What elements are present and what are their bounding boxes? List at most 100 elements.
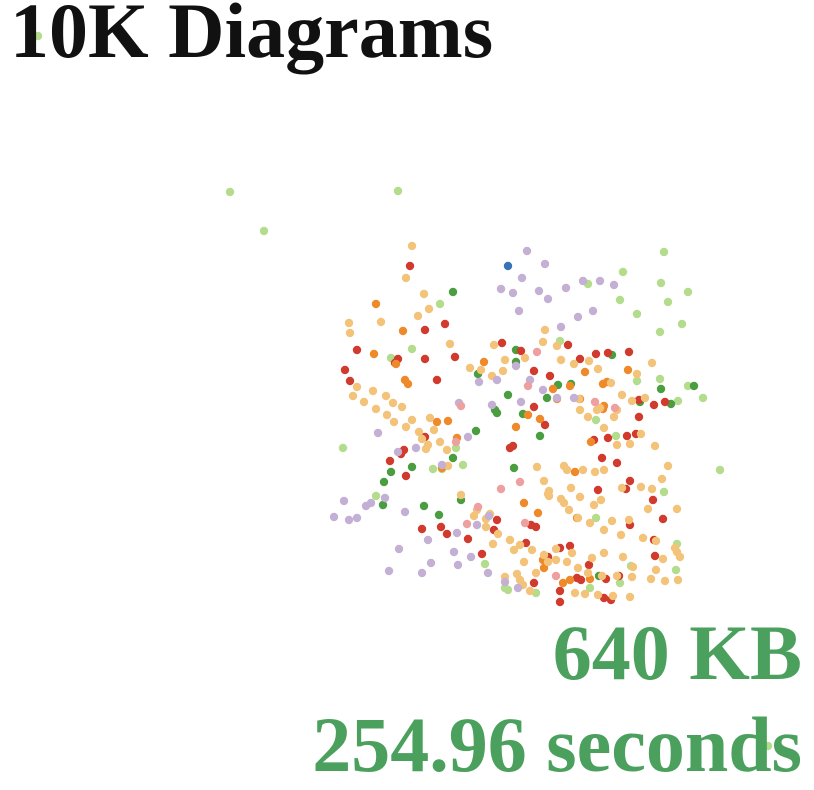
point-dark-green [656,384,666,394]
point-light-orange [607,516,617,526]
point-light-orange [512,569,522,579]
point-orange [570,467,580,477]
point-pink [462,519,472,529]
point-red [420,325,430,335]
point-red [576,575,586,585]
point-red [591,349,601,359]
point-light-orange [552,341,562,351]
point-red [624,347,634,357]
point-light-orange [580,589,590,599]
point-light-green [480,559,490,569]
point-light-green [259,226,269,236]
point-dark-green [689,381,699,391]
point-red [529,402,539,412]
point-red [584,560,594,570]
point-light-orange [589,500,599,510]
series-lavender [329,246,619,593]
point-lavender [492,375,502,385]
point-light-orange [584,356,594,366]
point-light-orange [498,366,508,376]
point-lavender [609,280,619,290]
point-light-orange [559,498,569,508]
point-red [436,522,446,532]
point-light-green [618,267,628,277]
point-lavender [573,312,583,322]
point-light-orange [538,337,548,347]
point-light-green [615,295,625,305]
point-red [497,338,507,348]
point-lavender [588,306,598,316]
point-light-orange [647,358,657,368]
point-light-orange [566,483,576,493]
point-pink [520,518,530,528]
point-light-green [428,464,438,474]
point-lavender [361,501,371,511]
point-light-green [225,187,235,197]
point-light-orange [596,495,606,505]
point-light-green [632,376,642,386]
file-size-stat: 640 KB [552,609,802,696]
point-pink [456,401,466,411]
point-light-green [663,297,673,307]
point-red [420,354,430,364]
point-light-orange [445,339,455,349]
point-light-orange [543,557,553,567]
point-light-green [371,491,381,501]
point-light-orange [570,588,580,598]
point-light-orange [583,568,593,578]
point-light-green [611,431,621,441]
point-light-green [656,278,666,288]
point-lavender [543,294,553,304]
point-orange [371,299,381,309]
point-light-orange [401,422,411,432]
point-red [575,354,585,364]
point-orange [565,575,575,585]
point-pink [515,477,525,487]
point-lavender [569,393,579,403]
duration-stat: 254.96 seconds [312,701,802,788]
point-blue [503,261,513,271]
point-red [417,524,427,534]
point-red [540,420,550,430]
point-lavender [516,397,526,407]
point-lavender [522,246,532,256]
point-light-orange [389,417,399,427]
point-light-orange [573,513,583,523]
point-dark-green [419,501,429,511]
point-light-orange [646,574,656,584]
point-light-orange [359,397,369,407]
point-light-green [632,309,642,319]
point-lavender [538,385,548,395]
point-dark-green [448,287,458,297]
point-light-green [763,741,773,751]
point-light-orange [585,518,595,528]
point-light-orange [573,563,583,573]
point-lavender [561,283,571,293]
point-lavender [511,361,521,371]
point-lavender [500,577,510,587]
series-blue [503,261,513,271]
point-red [649,400,659,410]
point-light-orange [417,434,427,444]
point-lavender [373,428,383,438]
point-light-orange [515,540,525,550]
point-orange [558,578,568,588]
point-orange [580,367,590,377]
point-light-orange [650,441,660,451]
point-light-orange [505,535,515,545]
point-light-orange [612,571,622,581]
point-red [432,375,442,385]
point-light-orange [413,311,423,321]
point-light-orange [344,318,354,328]
point-light-green [677,319,687,329]
point-pink [523,381,533,391]
point-dark-green [542,393,552,403]
point-light-orange [493,529,503,539]
point-red [622,431,632,441]
point-red [555,586,565,596]
point-light-orange [551,544,561,554]
point-orange [586,437,596,447]
point-light-orange [425,413,435,423]
point-red [450,352,460,362]
